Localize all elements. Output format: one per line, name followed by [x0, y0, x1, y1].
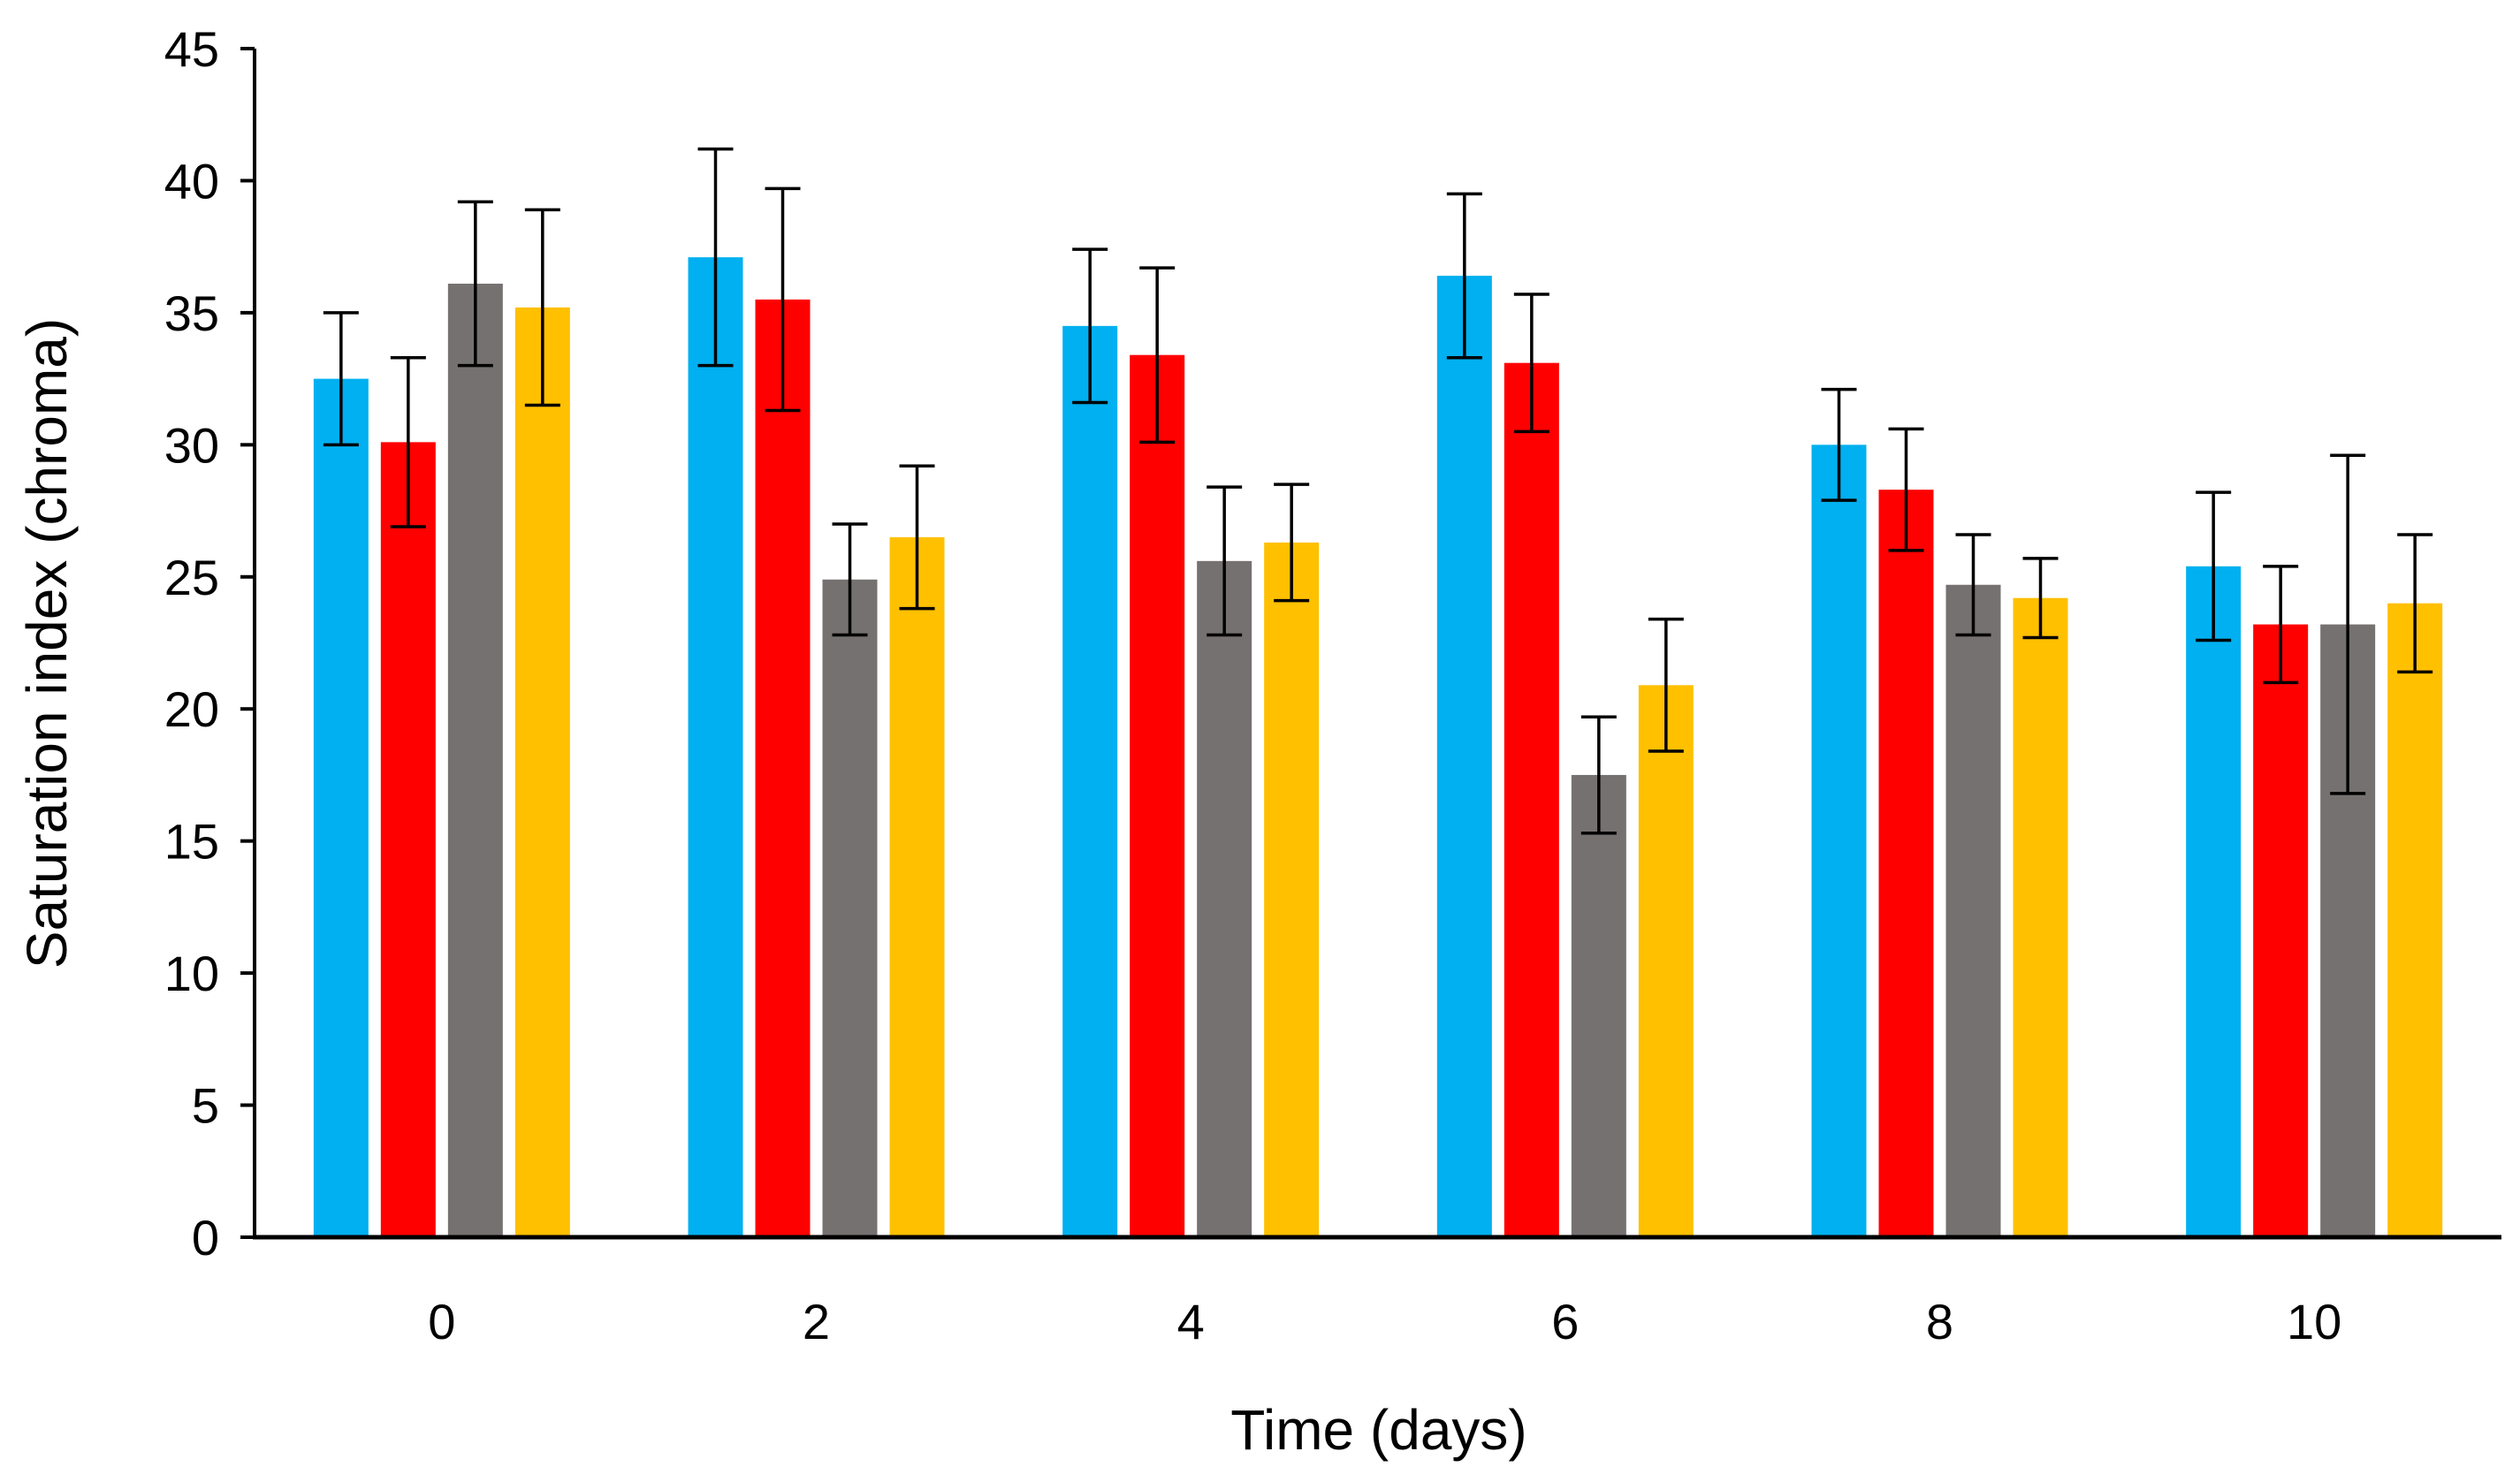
error-bar	[457, 200, 493, 368]
bar	[447, 284, 503, 1237]
bar	[889, 536, 945, 1237]
error-bar	[1580, 715, 1617, 835]
y-tick-label: 15	[164, 814, 219, 870]
bars-layer	[313, 257, 2443, 1238]
bar	[313, 378, 369, 1238]
y-tick-label: 35	[164, 285, 219, 341]
bar	[1436, 276, 1492, 1237]
error-bar	[1648, 617, 1684, 753]
y-axis-title: Saturation index (chroma)	[15, 318, 79, 969]
y-tick-label: 40	[164, 153, 219, 209]
bar	[1945, 584, 2001, 1237]
y-tick-label: 5	[192, 1078, 219, 1134]
bar	[755, 299, 811, 1237]
bar	[1504, 362, 1559, 1238]
x-tick-label: 8	[1926, 1294, 1953, 1349]
bar	[1811, 445, 1867, 1237]
error-bar	[524, 208, 560, 407]
error-bar	[1139, 266, 1176, 445]
error-bar	[1072, 247, 1108, 405]
y-tick-label: 30	[164, 417, 219, 473]
bar	[2013, 597, 2068, 1237]
bar	[822, 579, 878, 1237]
error-bar	[1888, 427, 1924, 552]
error-bar	[832, 522, 868, 637]
error-bar	[1955, 533, 1991, 637]
error-bar	[323, 311, 359, 447]
error-bars-layer	[323, 147, 2433, 835]
error-bar	[2022, 557, 2059, 640]
error-bar	[765, 186, 801, 413]
bar	[380, 442, 436, 1237]
bar	[1571, 774, 1626, 1237]
error-bar	[390, 355, 426, 528]
bar	[1264, 542, 1320, 1237]
bar	[2387, 603, 2443, 1237]
bar	[1062, 325, 1118, 1237]
error-bar	[1274, 483, 1310, 603]
x-axis-title: Time (days)	[1230, 1398, 1526, 1462]
error-bar	[899, 464, 935, 611]
bar	[1197, 560, 1252, 1237]
bar	[1878, 490, 1934, 1237]
bar	[2253, 624, 2309, 1237]
error-bar	[1446, 192, 1482, 360]
x-tick-label: 6	[1551, 1294, 1579, 1349]
x-ticks-layer: 0 2 4 6 8 10	[428, 1294, 2341, 1349]
y-tick-label: 25	[164, 550, 219, 605]
error-bar	[2263, 565, 2299, 685]
error-bar	[1513, 293, 1549, 434]
bar	[2186, 566, 2242, 1237]
y-tick-label: 10	[164, 946, 219, 1001]
x-tick-label: 4	[1177, 1294, 1205, 1349]
bar	[1638, 685, 1694, 1237]
bar	[1130, 354, 1185, 1237]
y-tick-label: 20	[164, 681, 219, 737]
error-bar	[2196, 490, 2232, 642]
error-bar	[2330, 453, 2366, 795]
error-bar	[697, 147, 734, 368]
y-ticks-layer: 0 5 10 15 20 25 30 35 40 45	[164, 21, 255, 1265]
bar	[514, 307, 570, 1237]
x-tick-label: 0	[428, 1294, 455, 1349]
axes-layer	[253, 49, 2501, 1240]
error-bar	[1821, 387, 1857, 502]
x-tick-label: 2	[803, 1294, 830, 1349]
bar	[688, 257, 743, 1238]
x-tick-label: 10	[2287, 1294, 2341, 1349]
y-tick-label: 0	[192, 1210, 219, 1265]
error-bar	[1207, 485, 1243, 637]
error-bar	[2397, 533, 2433, 674]
y-tick-label: 45	[164, 21, 219, 77]
